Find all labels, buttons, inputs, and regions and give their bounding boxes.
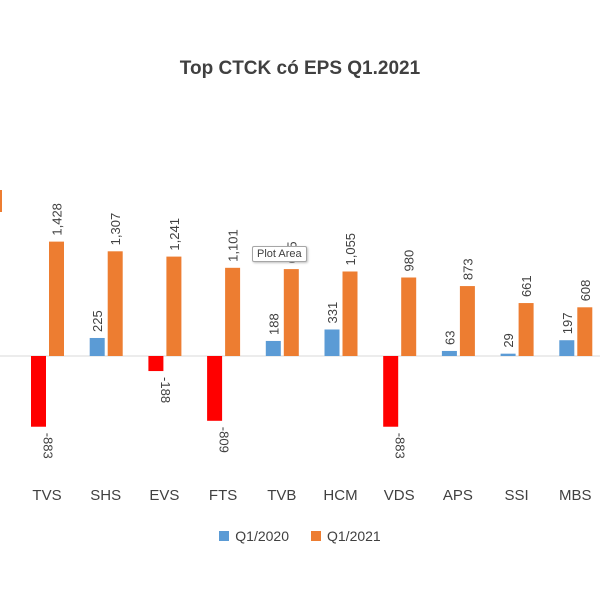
tick-label-tvb: TVB xyxy=(267,487,296,504)
data-label-q1-2020-tvs: -883 xyxy=(41,433,56,459)
bar-q1-2020-tvs[interactable] xyxy=(31,356,46,427)
tick-label-ssi: SSI xyxy=(505,487,529,504)
data-label-q1-2021-evs: 1,241 xyxy=(167,218,182,251)
tick-label-hcm: HCM xyxy=(323,487,357,504)
data-label-q1-2021-hcm: 1,055 xyxy=(343,233,358,266)
legend-label-q1-2020: Q1/2020 xyxy=(235,528,289,544)
bar-q1-2020-fts[interactable] xyxy=(207,356,223,421)
tick-label-aps: APS xyxy=(443,487,473,504)
bar-q1-2021-mbs[interactable] xyxy=(577,307,593,356)
tick-label-mbs: MBS xyxy=(559,487,592,504)
plot-area-tooltip: Plot Area xyxy=(252,246,307,262)
legend-swatch-q1-2020 xyxy=(219,531,230,541)
bar-q1-2021-tvb[interactable] xyxy=(283,269,299,356)
bar-q1-2020-evs[interactable] xyxy=(148,356,164,372)
bar-q1-2021-evs[interactable] xyxy=(166,256,182,356)
tick-label-fts: FTS xyxy=(209,487,237,504)
legend: Q1/2020 Q1/2021 xyxy=(0,528,600,544)
data-label-q1-2020-aps: 63 xyxy=(442,330,457,344)
data-label-q1-2020-hcm: 331 xyxy=(325,302,340,324)
bar-q1-2020-tvb[interactable] xyxy=(265,340,281,356)
tick-label-shs: SHS xyxy=(90,487,121,504)
data-label-q1-2020-vds: -883 xyxy=(393,433,408,459)
chart-title: Top CTCK có EPS Q1.2021 xyxy=(179,58,421,79)
legend-label-q1-2021: Q1/2021 xyxy=(327,528,381,544)
data-label-q1-2021-tvs: 1,428 xyxy=(50,203,65,236)
data-label-q1-2020-fts: -809 xyxy=(217,427,232,453)
tick-label-tvs: TVS xyxy=(32,487,61,504)
data-label-q1-2020-shs: 225 xyxy=(90,310,105,332)
data-label-q1-2020-ssi: 29 xyxy=(501,333,516,347)
bar-q1-2021-hcm[interactable] xyxy=(342,271,358,356)
data-label-q1-2021-mbs: 608 xyxy=(578,280,593,302)
bar-q1-2021-vds[interactable] xyxy=(401,277,417,356)
bar-q1-2020-shs[interactable] xyxy=(89,337,105,356)
data-label-q1-2021-vds: 980 xyxy=(402,250,417,272)
bar-q1-2021-tvs[interactable] xyxy=(49,241,64,356)
legend-item-q1-2020: Q1/2020 xyxy=(219,528,289,544)
bar-q1-2020-aps[interactable] xyxy=(441,350,457,356)
data-label-q1-2021-ssi: 661 xyxy=(519,275,534,297)
bar-q1-2020-hcm[interactable] xyxy=(324,329,340,356)
bar-q1-2021-shs[interactable] xyxy=(107,251,123,356)
data-label-q1-2021-shs: 1,307 xyxy=(108,213,123,246)
tick-label-evs: EVS xyxy=(149,487,179,504)
legend-item-q1-2021: Q1/2021 xyxy=(311,528,381,544)
bar-q1-2020-ssi[interactable] xyxy=(500,353,516,356)
bar-q1-2020-vds[interactable] xyxy=(383,356,399,427)
legend-swatch-q1-2021 xyxy=(311,531,321,541)
data-label-q1-2021-fts: 1,101 xyxy=(226,229,241,262)
bar-q1-2020-mbs[interactable] xyxy=(559,340,575,356)
bar-q1-2021-ssi[interactable] xyxy=(518,303,534,356)
data-label-q1-2021-aps: 873 xyxy=(460,258,475,280)
bar-q1-2021-fts[interactable] xyxy=(225,267,241,356)
tick-label-vds: VDS xyxy=(384,487,415,504)
data-label-q1-2020-tvb: 188 xyxy=(266,313,281,335)
data-label-q1-2020-evs: -188 xyxy=(158,377,173,403)
bar-q1-2021-aps[interactable] xyxy=(459,286,475,356)
data-label-q1-2020-mbs: 197 xyxy=(560,313,575,335)
